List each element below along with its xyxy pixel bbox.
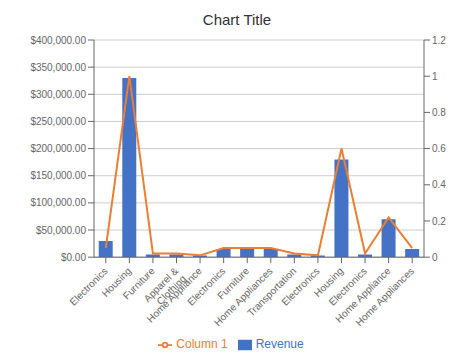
svg-text:Home Appliances: Home Appliances bbox=[353, 265, 416, 328]
svg-text:$100,000.00: $100,000.00 bbox=[30, 197, 86, 208]
svg-text:$350,000.00: $350,000.00 bbox=[30, 62, 86, 73]
svg-text:0: 0 bbox=[432, 252, 438, 263]
svg-text:$150,000.00: $150,000.00 bbox=[30, 170, 86, 181]
svg-text:$50,000.00: $50,000.00 bbox=[36, 225, 86, 236]
svg-text:0.6: 0.6 bbox=[432, 143, 446, 154]
svg-text:0.8: 0.8 bbox=[432, 107, 446, 118]
svg-text:0.2: 0.2 bbox=[432, 216, 446, 227]
svg-text:$200,000.00: $200,000.00 bbox=[30, 143, 86, 154]
svg-text:1.2: 1.2 bbox=[432, 35, 446, 46]
svg-text:$400,000.00: $400,000.00 bbox=[30, 35, 86, 46]
svg-text:$300,000.00: $300,000.00 bbox=[30, 89, 86, 100]
svg-text:$0.00: $0.00 bbox=[61, 252, 86, 263]
svg-text:1: 1 bbox=[432, 71, 438, 82]
svg-text:$250,000.00: $250,000.00 bbox=[30, 116, 86, 127]
svg-text:0.4: 0.4 bbox=[432, 179, 446, 190]
